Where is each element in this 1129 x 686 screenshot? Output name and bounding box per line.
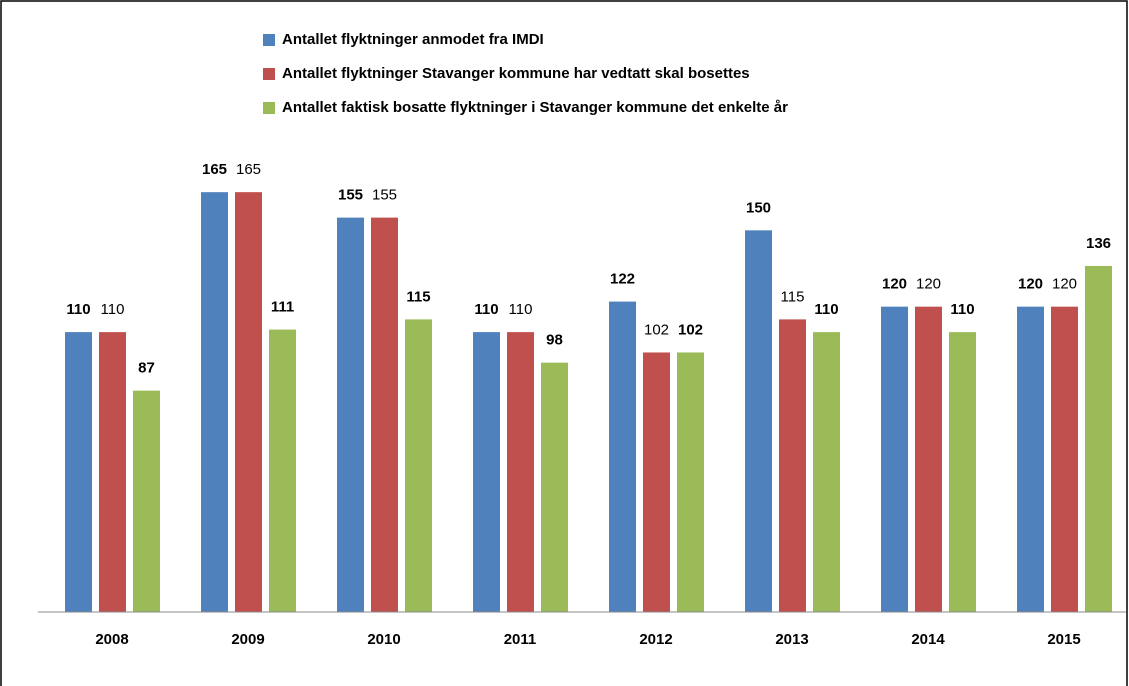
data-label: 115	[406, 288, 430, 305]
data-label: 110	[474, 301, 498, 318]
legend-swatch	[263, 102, 275, 114]
x-tick-label: 2015	[1047, 631, 1080, 648]
bar	[1017, 306, 1044, 612]
bar	[643, 352, 670, 612]
legend-label: Antallet faktisk bosatte flyktninger i S…	[282, 99, 788, 116]
data-label: 120	[1018, 276, 1043, 293]
data-label: 155	[338, 187, 363, 204]
data-label: 110	[509, 301, 533, 318]
bar	[677, 352, 704, 612]
data-label: 150	[746, 199, 771, 216]
legend-swatch	[263, 34, 275, 46]
x-tick-label: 2012	[639, 631, 672, 648]
x-tick-label: 2011	[504, 631, 537, 648]
data-label: 110	[101, 301, 125, 318]
data-label: 136	[1086, 235, 1111, 252]
data-label: 102	[678, 321, 703, 338]
data-label: 87	[138, 360, 155, 377]
data-label: 165	[236, 161, 261, 178]
data-label: 115	[781, 288, 805, 305]
data-label: 120	[916, 276, 941, 293]
legend-swatch	[263, 68, 275, 80]
bar	[201, 192, 228, 612]
x-tick-label: 2009	[231, 631, 264, 648]
bar	[1051, 306, 1078, 612]
data-label: 120	[882, 276, 907, 293]
data-label: 165	[202, 161, 227, 178]
bar	[949, 332, 976, 612]
bar	[813, 332, 840, 612]
x-tick-label: 2014	[911, 631, 945, 648]
x-tick-label: 2008	[95, 631, 128, 648]
bar	[473, 332, 500, 612]
bar	[235, 192, 262, 612]
bar	[405, 319, 432, 612]
bar	[507, 332, 534, 612]
bar	[881, 306, 908, 612]
legend-label: Antallet flyktninger Stavanger kommune h…	[282, 65, 750, 82]
bar	[133, 390, 160, 612]
data-label: 98	[546, 332, 563, 349]
data-label: 122	[610, 271, 635, 288]
bar	[541, 362, 568, 612]
bar	[1085, 265, 1112, 612]
data-label: 120	[1052, 276, 1077, 293]
bar	[779, 319, 806, 612]
x-tick-label: 2013	[775, 631, 808, 648]
bar	[609, 301, 636, 612]
data-label: 110	[66, 301, 90, 318]
data-label: 102	[644, 321, 669, 338]
data-label: 110	[814, 301, 838, 318]
bar	[371, 217, 398, 612]
bar	[99, 332, 126, 612]
bar	[269, 329, 296, 612]
x-tick-label: 2010	[367, 631, 400, 648]
bar	[915, 306, 942, 612]
bar	[65, 332, 92, 612]
bar	[745, 230, 772, 613]
bar	[337, 217, 364, 612]
legend-label: Antallet flyktninger anmodet fra IMDI	[282, 31, 544, 48]
data-label: 111	[271, 299, 294, 316]
data-label: 110	[950, 301, 974, 318]
data-label: 155	[372, 187, 397, 204]
